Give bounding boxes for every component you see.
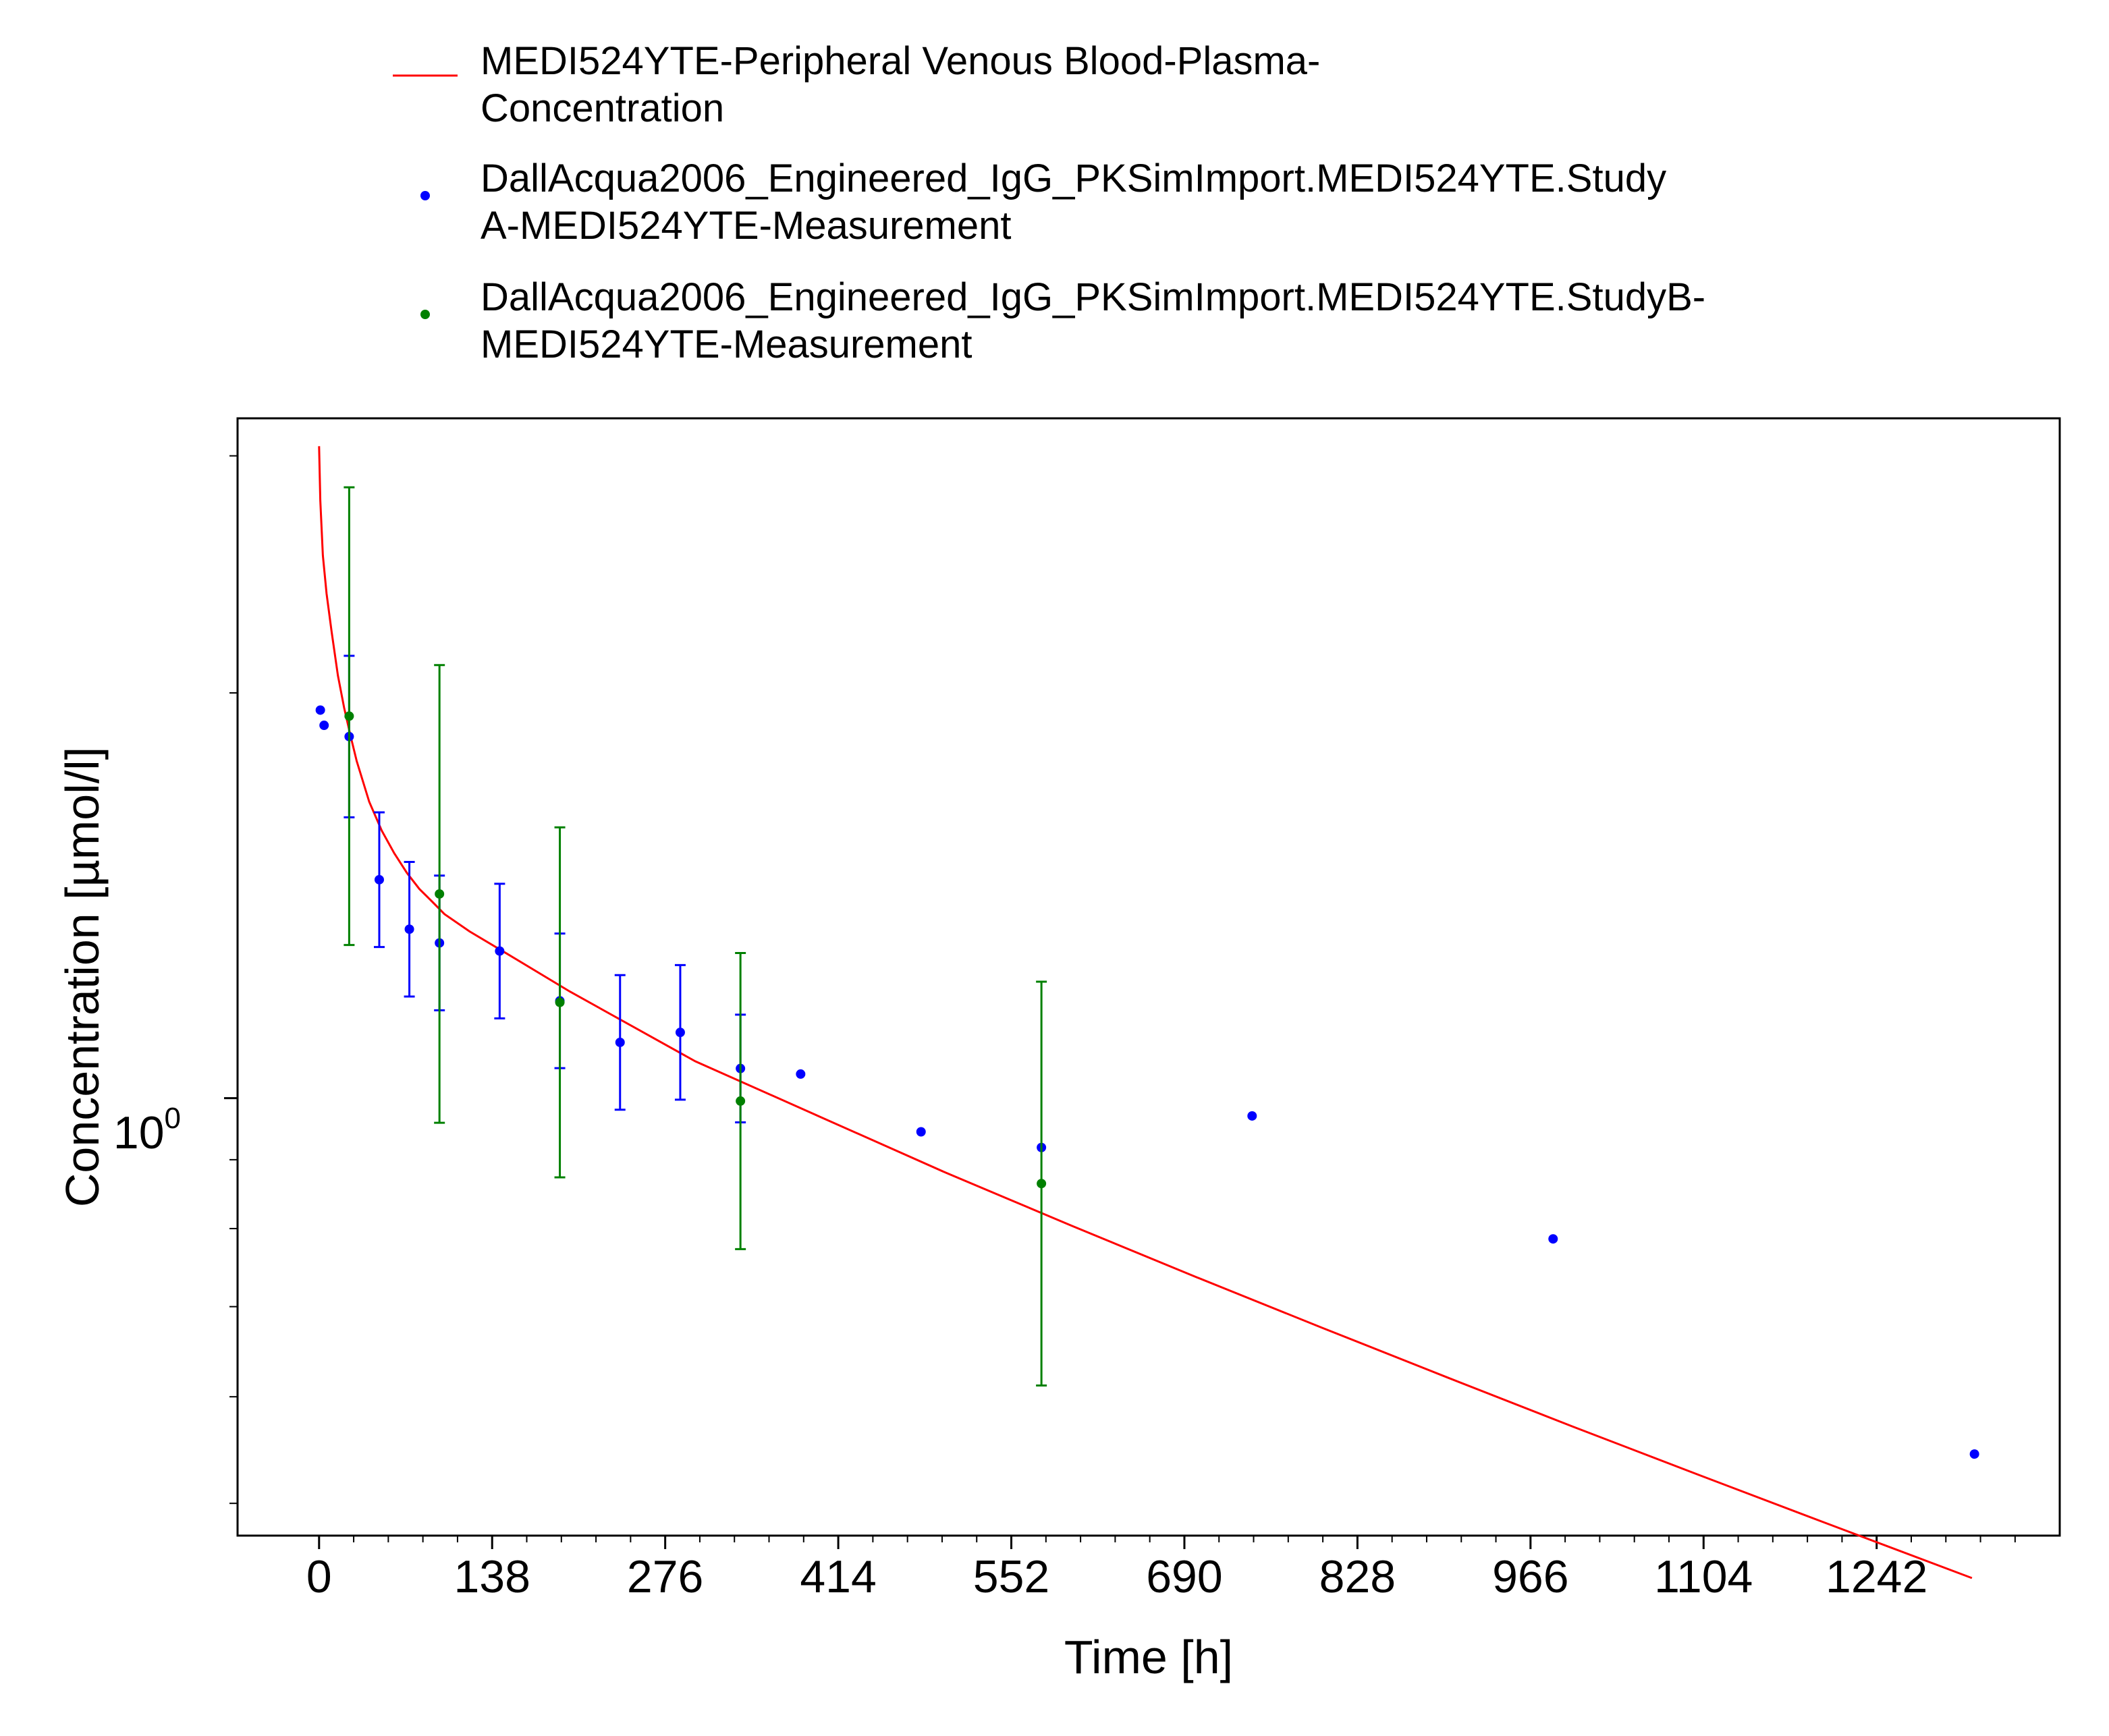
data-point [555,997,565,1007]
data-point [319,721,329,731]
legend-entry-study-a-2: A-MEDI524YTE-Measurement [481,204,1011,248]
data-point [916,1127,926,1137]
x-tick-label: 690 [1146,1551,1222,1602]
x-axis: 0 138 276 414 552 690 828 966 1104 1242 [306,1536,2016,1602]
data-point [404,924,414,934]
x-tick-label: 0 [306,1551,332,1602]
legend-entry-line-2: Concentration [481,86,724,130]
legend-entry-study-b-2: MEDI524YTE-Measurement [481,323,972,366]
legend-entry-study-b-1: DallAcqua2006_Engineered_IgG_PKSimImport… [481,275,1705,319]
data-point [675,1028,685,1038]
x-tick-label: 414 [800,1551,876,1602]
legend-entry-study-a-1: DallAcqua2006_Engineered_IgG_PKSimImport… [481,157,1666,200]
data-point [495,946,505,956]
x-tick-label: 828 [1319,1551,1396,1602]
legend-green-marker [420,310,430,319]
x-tick-label: 1242 [1826,1551,1927,1602]
x-tick-label: 276 [627,1551,703,1602]
data-point [435,889,445,899]
data-point [374,874,384,885]
legend-blue-marker [420,191,430,200]
x-tick-label: 138 [454,1551,530,1602]
data-point [344,711,354,721]
data-point [796,1069,806,1079]
x-tick-label: 1104 [1654,1551,1753,1602]
data-point [1969,1449,1979,1459]
x-axis-label: Time [h] [1064,1631,1233,1683]
x-tick-label: 966 [1492,1551,1568,1602]
data-point [615,1037,625,1047]
simulation-line [318,446,1973,1579]
y-axis: 100 [113,455,238,1505]
x-tick-label: 552 [973,1551,1049,1602]
y-tick-label-base-text: 10 [113,1107,165,1158]
data-point [315,705,325,715]
plot-frame [236,417,2061,1537]
legend: MEDI524YTE-Peripheral Venous Blood-Plasm… [393,39,1705,366]
legend-entry-line-1: MEDI524YTE-Peripheral Venous Blood-Plasm… [481,39,1320,83]
series-layer [315,446,1979,1579]
data-point [736,1096,746,1106]
y-tick-label-exponent: 0 [165,1102,181,1135]
data-point [1247,1111,1257,1121]
data-point [1548,1234,1558,1244]
data-point [1037,1179,1047,1189]
y-tick-label-base: 100 [113,1102,181,1158]
y-axis-label: Concentration [µmol/l] [56,747,109,1207]
